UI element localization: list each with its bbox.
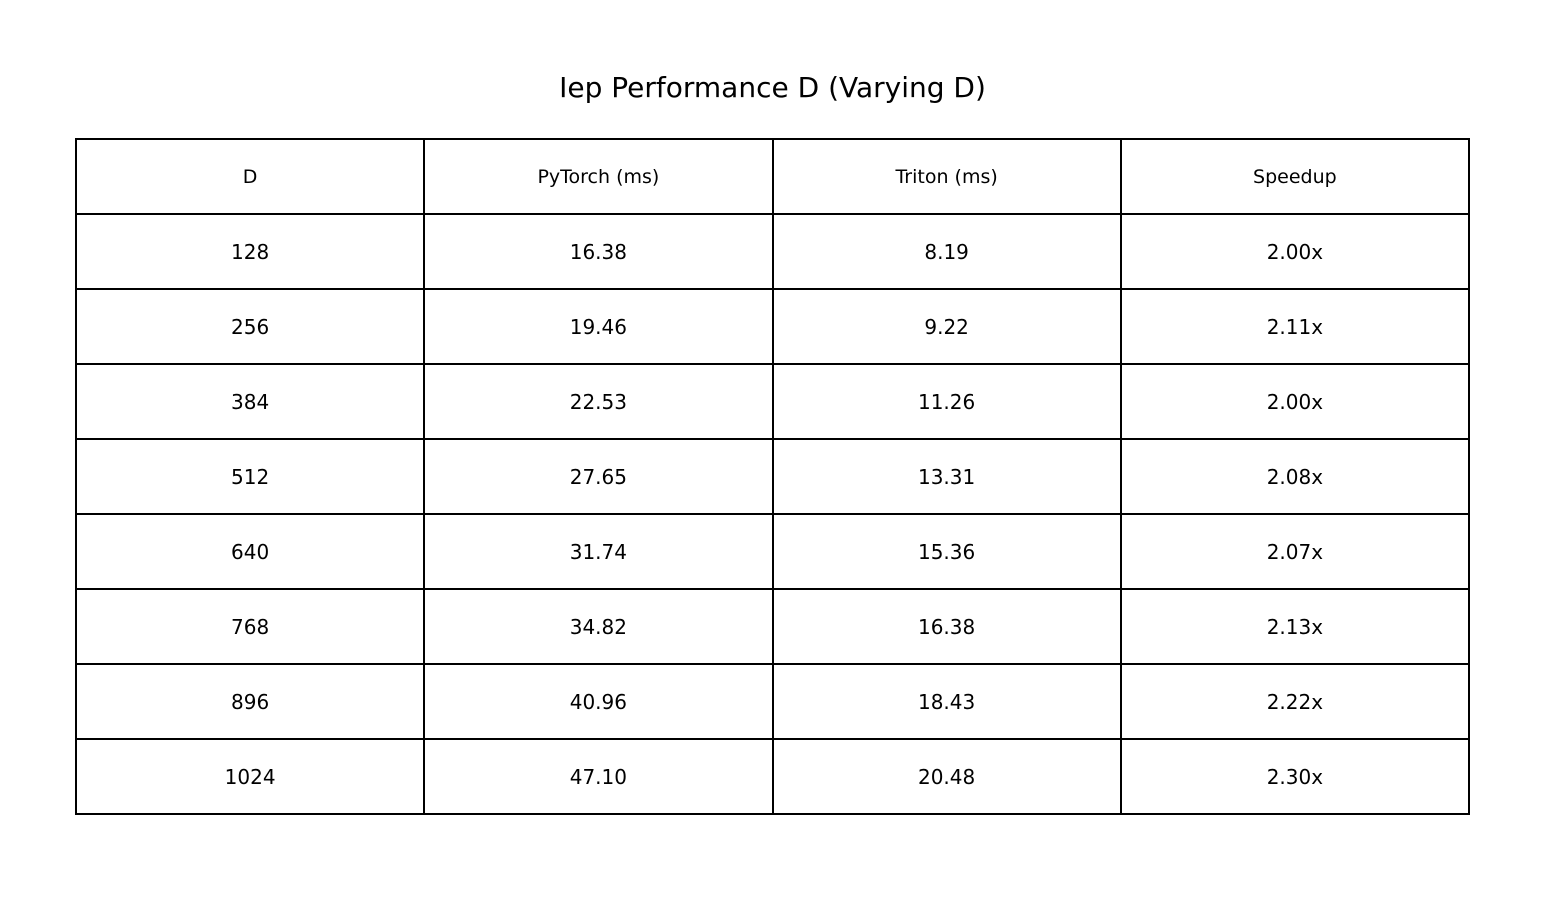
cell-d: 768 (74, 588, 426, 665)
cell-pytorch: 19.46 (423, 288, 774, 365)
cell-speedup: 2.11x (1119, 288, 1471, 365)
table-row: 384 22.53 11.26 2.00x (74, 363, 1471, 440)
cell-pytorch: 16.38 (423, 213, 774, 290)
cell-triton: 18.43 (771, 663, 1122, 740)
table-row: 640 31.74 15.36 2.07x (74, 513, 1471, 590)
cell-speedup: 2.22x (1119, 663, 1471, 740)
table-title: Iep Performance D (Varying D) (559, 71, 986, 104)
cell-pytorch: 31.74 (423, 513, 774, 590)
cell-pytorch: 40.96 (423, 663, 774, 740)
cell-d: 512 (74, 438, 426, 515)
cell-triton: 9.22 (771, 288, 1122, 365)
header-row: D PyTorch (ms) Triton (ms) Speedup (74, 138, 1471, 215)
cell-d: 384 (74, 363, 426, 440)
header-cell-d: D (74, 138, 426, 215)
cell-triton: 16.38 (771, 588, 1122, 665)
cell-triton: 15.36 (771, 513, 1122, 590)
table-row: 256 19.46 9.22 2.11x (74, 288, 1471, 365)
cell-d: 1024 (74, 738, 426, 815)
cell-speedup: 2.00x (1119, 363, 1471, 440)
cell-speedup: 2.13x (1119, 588, 1471, 665)
cell-pytorch: 22.53 (423, 363, 774, 440)
cell-pytorch: 27.65 (423, 438, 774, 515)
cell-triton: 13.31 (771, 438, 1122, 515)
cell-d: 896 (74, 663, 426, 740)
table-row: 896 40.96 18.43 2.22x (74, 663, 1471, 740)
cell-speedup: 2.07x (1119, 513, 1471, 590)
cell-pytorch: 47.10 (423, 738, 774, 815)
cell-d: 640 (74, 513, 426, 590)
table-row: 512 27.65 13.31 2.08x (74, 438, 1471, 515)
cell-pytorch: 34.82 (423, 588, 774, 665)
cell-triton: 11.26 (771, 363, 1122, 440)
header-cell-speedup: Speedup (1119, 138, 1471, 215)
cell-speedup: 2.00x (1119, 213, 1471, 290)
cell-speedup: 2.30x (1119, 738, 1471, 815)
header-cell-triton: Triton (ms) (771, 138, 1122, 215)
cell-triton: 8.19 (771, 213, 1122, 290)
cell-d: 128 (74, 213, 426, 290)
header-cell-pytorch: PyTorch (ms) (423, 138, 774, 215)
performance-table: D PyTorch (ms) Triton (ms) Speedup 128 1… (74, 138, 1471, 815)
cell-speedup: 2.08x (1119, 438, 1471, 515)
table-row: 128 16.38 8.19 2.00x (74, 213, 1471, 290)
cell-triton: 20.48 (771, 738, 1122, 815)
cell-d: 256 (74, 288, 426, 365)
table-row: 768 34.82 16.38 2.13x (74, 588, 1471, 665)
table-row: 1024 47.10 20.48 2.30x (74, 738, 1471, 815)
